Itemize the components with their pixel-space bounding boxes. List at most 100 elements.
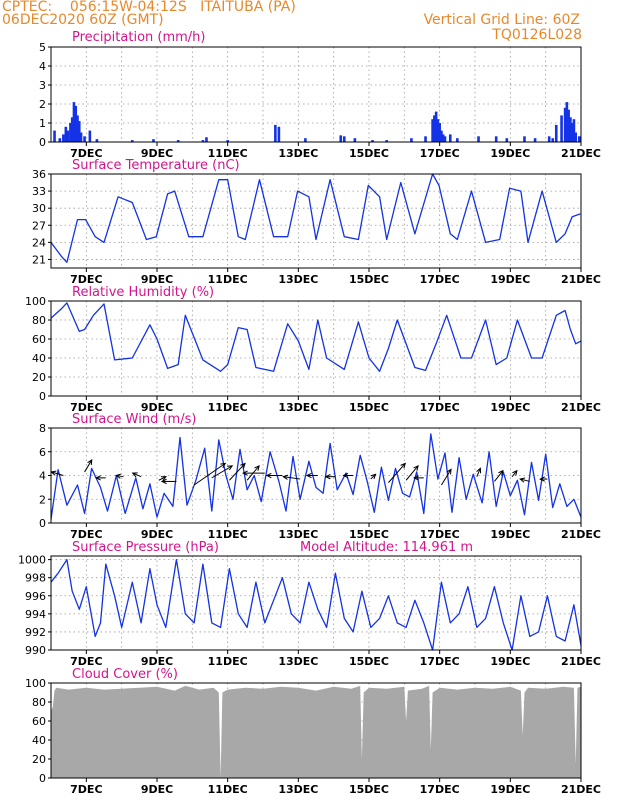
y-tick-label: 998: [25, 572, 46, 585]
y-tick-label: 3: [39, 79, 46, 92]
precip-bar: [77, 121, 81, 142]
x-tick-label: 15DEC: [349, 528, 389, 541]
wind-vector-head: [324, 474, 331, 480]
precip-bar: [205, 137, 208, 142]
panel-1: 21 24 27 30 33 36 7DEC 9DEC 11DEC 13DEC 15DEC 17DEC…: [32, 158, 601, 286]
x-tick-label: 19DEC: [490, 655, 530, 668]
wind-vector: [193, 462, 227, 486]
precip-bar: [434, 111, 438, 142]
x-tick-label: 15DEC: [349, 401, 389, 414]
x-tick-label: 13DEC: [278, 655, 318, 668]
header-code: TQ0126L028: [492, 27, 582, 43]
panel-title: Surface Pressure (hPa): [72, 540, 219, 555]
wind-vector-head: [95, 475, 101, 481]
wind-vector-head: [160, 478, 167, 485]
precip-bar: [563, 107, 567, 142]
precip-bar: [547, 136, 551, 142]
cloud-cover-area: [51, 685, 581, 778]
precip-bar: [385, 140, 388, 142]
precip-bar: [277, 126, 281, 142]
precip-bar: [69, 123, 72, 142]
precip-bar: [424, 136, 427, 142]
wind-vector-shaft: [158, 476, 167, 481]
panel-title: Surface Wind (m/s): [72, 412, 196, 427]
wind-vector: [539, 476, 548, 482]
panel-frame: [50, 682, 582, 779]
precip-bar: [152, 139, 155, 142]
precip-bar: [130, 140, 134, 142]
x-tick-label: 21DEC: [561, 273, 601, 286]
x-tick-label: 11DEC: [208, 655, 248, 668]
wind-vector: [342, 472, 354, 479]
x-tick-label: 15DEC: [349, 273, 389, 286]
y-tick-label: 40: [32, 352, 46, 365]
wind-vector-head: [413, 464, 419, 471]
panel-frame: [50, 46, 582, 143]
wind-vector-head: [160, 476, 167, 481]
y-tick-label: 21: [32, 253, 46, 266]
precip-bar: [342, 136, 346, 142]
x-tick-label: 21DEC: [561, 528, 601, 541]
precip-bar: [567, 109, 570, 142]
panel-0: 0 1 2 3 4 5 7DEC 9DEC 11DEC 13DEC 15DEC 17DEC 19DEC 2…: [39, 30, 601, 160]
x-tick-label: 21DEC: [561, 401, 601, 414]
x-tick-label: 17DEC: [420, 147, 460, 160]
precip-bar: [438, 123, 441, 142]
precip-bar: [565, 102, 569, 142]
precip-bar: [554, 124, 558, 142]
precip-bar: [477, 136, 480, 142]
y-tick-label: 24: [32, 236, 46, 249]
y-tick-label: 60: [32, 333, 46, 346]
y-tick-label: 6: [39, 446, 46, 459]
wind-vector-head: [476, 467, 482, 474]
wind-vector-shaft: [476, 468, 481, 477]
header-grid-note: Vertical Grid Line: 60Z: [423, 12, 580, 28]
wind-vector-head: [413, 475, 419, 481]
x-tick-label: 7DEC: [70, 528, 102, 541]
x-tick-label: 9DEC: [141, 147, 173, 160]
wind-vector: [242, 470, 265, 476]
header-station: CPTEC: 056:15W-04:12S ITAITUBA (PA): [2, 0, 296, 15]
x-tick-label: 9DEC: [141, 783, 173, 796]
precip-bar: [436, 119, 440, 142]
panel-5: 0 20 40 60 80 100 7DEC 9DEC 11DEC 13DEC 15DEC 17DEC…: [25, 667, 601, 796]
y-tick-label: 0: [39, 136, 46, 149]
x-tick-label: 11DEC: [208, 147, 248, 160]
wind-vector: [229, 462, 246, 481]
wind-vector-shaft: [520, 478, 530, 482]
wind-vector: [413, 475, 424, 481]
precip-bar: [66, 130, 70, 142]
precip-bar: [58, 138, 62, 142]
wind-vector: [405, 464, 419, 481]
y-tick-label: 20: [32, 753, 46, 766]
y-tick-label: 0: [39, 390, 46, 403]
wind-vector: [476, 467, 482, 477]
wind-vector-shaft: [494, 470, 504, 482]
precip-bar: [494, 136, 498, 142]
precip-bar: [339, 135, 343, 142]
panel-annotation: Model Altitude: 114.961 m: [300, 540, 473, 555]
x-tick-label: 15DEC: [349, 147, 389, 160]
y-tick-label: 2: [39, 98, 46, 111]
x-tick-label: 11DEC: [208, 528, 248, 541]
panel-title: Relative Humidity (%): [72, 285, 214, 300]
x-tick-label: 13DEC: [278, 401, 318, 414]
precip-bar: [74, 105, 78, 142]
wind-vector-head: [305, 472, 312, 479]
y-tick-label: 100: [25, 295, 46, 308]
x-tick-label: 11DEC: [208, 273, 248, 286]
precip-bar: [410, 138, 413, 142]
y-tick-label: 1: [39, 117, 46, 130]
y-tick-label: 36: [32, 168, 46, 181]
wind-vector: [282, 474, 301, 480]
y-tick-label: 80: [32, 696, 46, 709]
wind-vector-head: [254, 464, 260, 471]
series-line-1: [50, 173, 581, 263]
header-run-time: 06DEC2020 60Z (GMT): [2, 12, 164, 28]
panel-2: 0 20 40 60 80 100 7DEC 9DEC 11DEC 13DEC 15DEC 17DEC…: [25, 285, 601, 414]
wind-vector-head: [400, 462, 406, 469]
precip-bar: [79, 132, 83, 142]
precip-bar: [572, 119, 576, 142]
x-tick-label: 21DEC: [561, 655, 601, 668]
